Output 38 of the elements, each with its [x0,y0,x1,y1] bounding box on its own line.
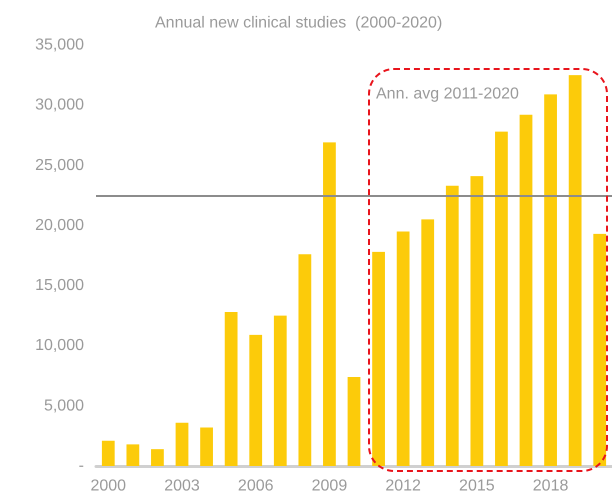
x-tick-label: 2015 [459,478,495,494]
bar [495,132,508,466]
bar [249,334,262,466]
ref-line-label: Ann. avg 2011-2020 [376,86,520,102]
bar [421,219,434,466]
bar [593,234,606,466]
bar [176,422,188,466]
bar [544,94,557,466]
x-tick-label: 2009 [312,478,348,494]
x-tick-label: 2000 [90,478,126,494]
bar [323,142,336,466]
bar [102,440,115,466]
y-tick-label: 25,000 [35,156,84,174]
bar [396,231,410,466]
bar [372,252,385,466]
bar [298,254,312,466]
bar [151,449,164,466]
y-tick-label: 20,000 [35,216,84,234]
y-tick-label: 35,000 [35,36,84,54]
bar [200,428,213,466]
x-tick-label: 2012 [385,478,422,494]
bar [446,186,459,466]
y-tick-label: - [78,458,84,474]
bar [126,444,140,466]
bar [224,312,238,466]
y-tick-label: 15,000 [35,277,84,294]
y-tick-label: 10,000 [35,337,84,354]
bar [274,316,287,466]
x-tick-label: 2018 [532,478,568,494]
x-tick-label: 2006 [238,478,274,494]
bar [568,75,582,466]
x-tick-label: 2003 [164,478,200,494]
y-tick-label: 30,000 [35,96,84,114]
bar [520,114,532,466]
bar [470,176,484,466]
chart-title: Annual new clinical studies (2000-2020) [155,14,442,32]
y-tick-label: 5,000 [44,397,84,414]
bar [348,376,360,466]
